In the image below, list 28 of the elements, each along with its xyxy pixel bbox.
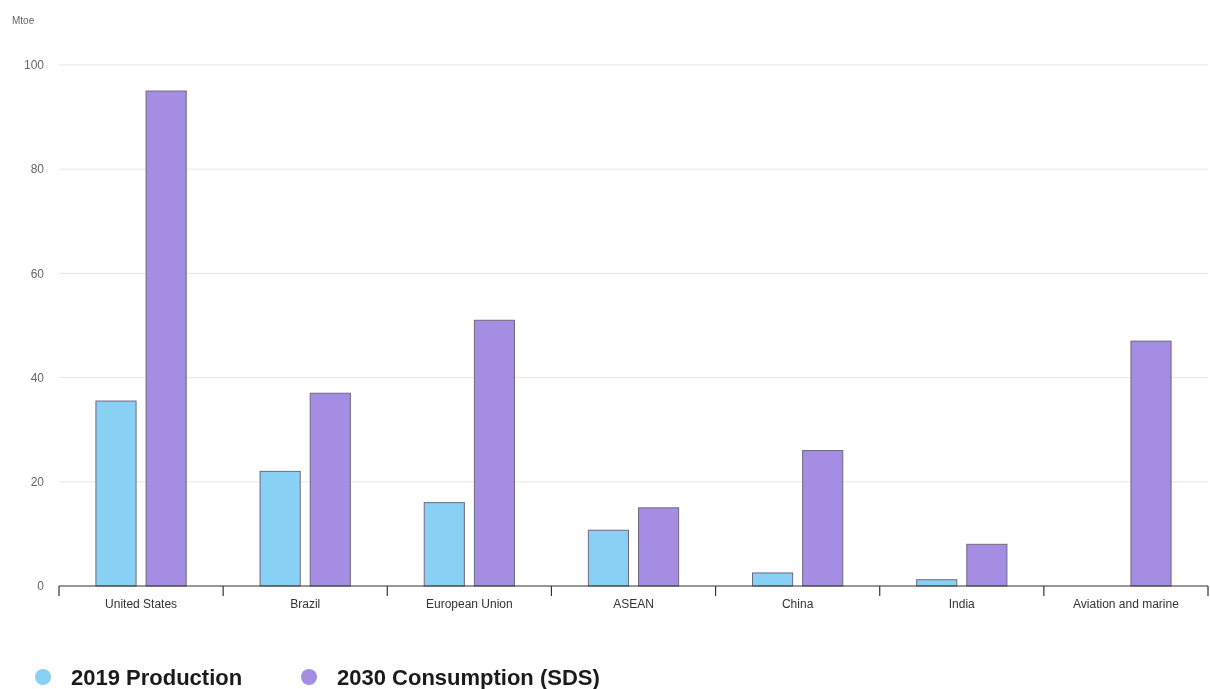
x-tick-label: United States bbox=[105, 597, 178, 611]
bar bbox=[802, 450, 844, 587]
y-tick-label: 80 bbox=[30, 162, 45, 177]
x-tick-label: China bbox=[781, 597, 814, 611]
y-tick-label: 40 bbox=[30, 370, 45, 385]
bar bbox=[95, 400, 137, 587]
bar bbox=[587, 529, 629, 587]
bar bbox=[259, 470, 301, 587]
bar bbox=[145, 90, 187, 587]
bar bbox=[966, 543, 1008, 587]
bar bbox=[309, 392, 351, 587]
y-tick-label: 0 bbox=[37, 579, 45, 594]
legend-label: 2030 Consumption (SDS) bbox=[337, 665, 600, 689]
bar bbox=[1130, 340, 1172, 587]
bar bbox=[638, 507, 680, 587]
bar bbox=[752, 572, 794, 587]
legend-label: 2019 Production bbox=[71, 665, 243, 689]
bar bbox=[473, 319, 515, 587]
y-tick-label: 60 bbox=[30, 266, 45, 281]
y-axis-title: Mtoe bbox=[12, 15, 35, 26]
y-tick-label: 100 bbox=[23, 58, 45, 73]
bar bbox=[423, 502, 465, 587]
x-tick-label: India bbox=[948, 597, 976, 611]
x-tick-label: ASEAN bbox=[613, 597, 654, 611]
x-tick-label: Brazil bbox=[290, 597, 321, 611]
x-tick-label: Aviation and marine bbox=[1073, 597, 1180, 611]
x-tick-label: European Union bbox=[425, 597, 513, 611]
y-tick-label: 20 bbox=[30, 475, 45, 489]
